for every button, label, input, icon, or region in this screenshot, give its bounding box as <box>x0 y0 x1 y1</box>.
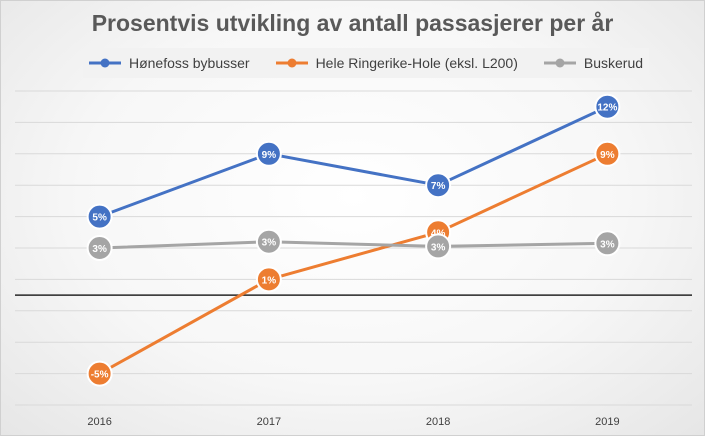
x-tick-label: 2016 <box>87 416 111 428</box>
data-point-hele-ringerike-hole-eksl-l200 <box>594 140 621 167</box>
data-point-buskerud <box>86 235 113 261</box>
data-point-hnefoss-bybusser <box>86 203 113 230</box>
legend-label: Buskerud <box>583 55 644 71</box>
data-label-hele-ringerike-hole-eksl-l200: 9% <box>600 150 615 161</box>
legend-swatch <box>88 58 121 68</box>
x-tick-label: 2018 <box>426 416 450 428</box>
legend-item-buskerud: Buskerud <box>543 55 644 71</box>
legend-item-hnefoss-bybusser: Hønefoss bybusser <box>88 55 250 71</box>
data-label-hele-ringerike-hole-eksl-l200: 1% <box>262 275 277 286</box>
chart-title: Prosentvis utvikling av antall passasjer… <box>91 10 614 36</box>
data-label-hnefoss-bybusser: 9% <box>262 150 277 161</box>
legend-swatch <box>275 58 308 68</box>
data-point-buskerud <box>425 233 452 260</box>
data-label-hnefoss-bybusser: 7% <box>431 181 446 192</box>
legend-item-hele-ringerike-hole-eksl-l200: Hele Ringerike-Hole (eksl. L200) <box>275 55 518 71</box>
x-tick-label: 2017 <box>257 416 281 428</box>
data-label-buskerud: 3% <box>431 242 446 253</box>
data-label-hele-ringerike-hole-eksl-l200: -5% <box>91 370 109 381</box>
series-line-buskerud <box>99 240 608 250</box>
data-point-hnefoss-bybusser <box>594 93 621 120</box>
data-label-hnefoss-bybusser: 5% <box>92 213 107 224</box>
data-point-buskerud <box>255 228 282 255</box>
data-label-buskerud: 3% <box>262 238 277 249</box>
data-point-buskerud <box>594 230 621 257</box>
data-label-hnefoss-bybusser: 12% <box>597 103 617 114</box>
data-point-hnefoss-bybusser <box>255 140 282 167</box>
legend-swatch <box>543 58 576 68</box>
data-label-buskerud: 3% <box>600 239 615 250</box>
legend: Hønefoss bybusser Hele Ringerike-Hole (ek… <box>83 48 649 78</box>
x-tick-label: 2019 <box>595 416 619 428</box>
legend-label: Hønefoss bybusser <box>128 55 250 71</box>
series-line-hnefoss-bybusser <box>99 105 609 219</box>
data-label-buskerud: 3% <box>92 244 107 255</box>
series-line-hele-ringerike-hole-eksl-l200 <box>98 152 609 375</box>
data-point-hele-ringerike-hole-eksl-l200 <box>255 266 282 293</box>
data-point-hnefoss-bybusser <box>425 172 452 199</box>
legend-label: Hele Ringerike-Hole (eksl. L200) <box>315 55 518 71</box>
data-point-hele-ringerike-hole-eksl-l200 <box>86 360 113 387</box>
